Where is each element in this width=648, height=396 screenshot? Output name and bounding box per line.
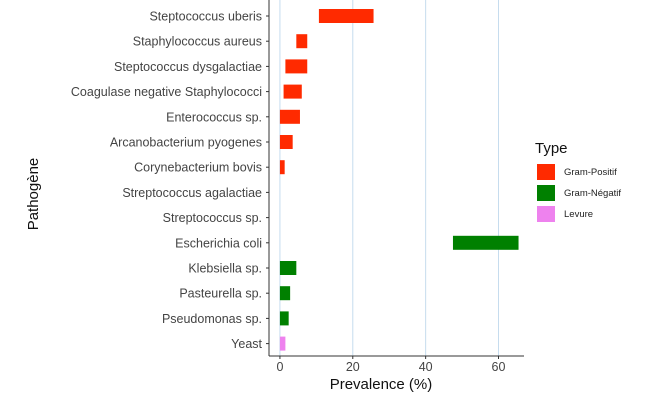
category-label-escherichia-coli: Escherichia coli	[175, 236, 262, 250]
bar-pasteurella-sp	[279, 286, 291, 301]
x-tick-label-40: 40	[419, 360, 433, 374]
grid-lines	[279, 0, 499, 356]
legend-title: Type	[535, 140, 568, 157]
bar-pseudomonas-sp	[279, 311, 289, 326]
x-tick-label-60: 60	[492, 360, 506, 374]
category-label-arcanobacterium-pyogenes: Arcanobacterium pyogenes	[110, 136, 262, 150]
bar-coagulase-negative-staphylococci	[283, 84, 302, 99]
category-label-streptococcus-sp: Streptococcus sp.	[163, 211, 262, 225]
bars-group	[279, 9, 519, 351]
bar-staphylococcus-aureus	[296, 34, 308, 49]
legend-label-levure: Levure	[564, 209, 593, 220]
x-tick-label-20: 20	[346, 360, 360, 374]
category-label-pseudomonas-sp: Pseudomonas sp.	[162, 312, 262, 326]
legend-swatch-gram-positif	[537, 164, 555, 180]
bar-enterococcus-sp	[279, 109, 300, 124]
category-label-enterococcus-sp: Enterococcus sp.	[166, 110, 262, 124]
legend-label-gram-negatif: Gram-Négatif	[564, 188, 621, 199]
category-label-coagulase-negative-staphylococci: Coagulase negative Staphylococci	[71, 85, 262, 99]
legend: Type Gram-Positif Gram-Négatif Levure	[535, 140, 621, 222]
category-label-streptococcus-agalactiae: Streptococcus agalactiae	[122, 186, 262, 200]
bar-klebsiella-sp	[279, 261, 297, 275]
x-axis-title: Prevalence (%)	[330, 376, 433, 393]
axes	[268, 0, 524, 357]
category-label-staphylococcus-aureus: Staphylococcus aureus	[133, 35, 262, 49]
bar-escherichia-coli	[452, 235, 519, 250]
category-label-steptococcus-dysgalactiae: Steptococcus dysgalactiae	[114, 60, 262, 74]
legend-swatch-gram-negatif	[537, 185, 555, 201]
category-label-steptococcus-uberis: Steptococcus uberis	[149, 10, 262, 24]
category-label-yeast: Yeast	[231, 337, 262, 351]
bar-steptococcus-dysgalactiae	[285, 59, 308, 74]
y-axis-title: Pathogène	[25, 158, 42, 231]
category-label-pasteurella-sp: Pasteurella sp.	[179, 287, 262, 301]
category-label-klebsiella-sp: Klebsiella sp.	[188, 262, 262, 276]
bar-steptococcus-uberis	[318, 9, 374, 23]
category-label-corynebacterium-bovis: Corynebacterium bovis	[134, 161, 262, 175]
bar-arcanobacterium-pyogenes	[279, 135, 293, 149]
legend-label-gram-positif: Gram-Positif	[564, 167, 617, 178]
bar-yeast	[279, 336, 286, 351]
x-tick-label-0: 0	[276, 360, 283, 374]
x-tick-labels: 0 20 40 60	[276, 356, 505, 374]
category-labels: Steptococcus uberis Staphylococcus aureus…	[71, 10, 269, 351]
legend-swatch-levure	[537, 206, 555, 222]
bar-corynebacterium-bovis	[279, 160, 285, 175]
